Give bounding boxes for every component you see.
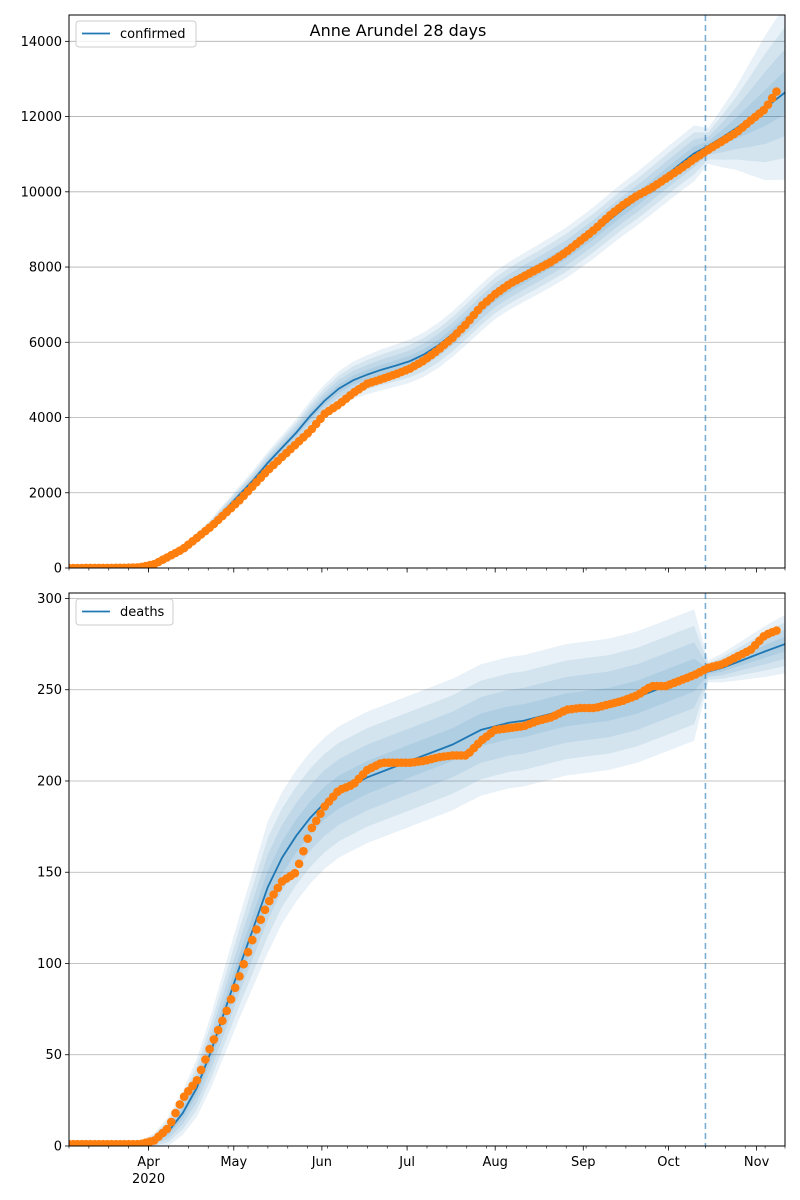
deaths-observed-point xyxy=(265,896,274,906)
deaths-observed-point xyxy=(171,1108,180,1118)
deaths-x-axis: Apr 2020 May Jun Jul Aug Sep Oct Nov xyxy=(68,1146,786,1187)
deaths-observed-point xyxy=(256,915,266,924)
deaths-observed-point xyxy=(162,1124,172,1134)
confirmed-observed-point xyxy=(767,93,777,103)
deaths-band-3 xyxy=(69,622,785,1146)
deaths-observed-point xyxy=(252,925,261,934)
chart-title: Anne Arundel 28 days xyxy=(310,21,487,40)
confirmed-y-tick-label: 4000 xyxy=(29,411,62,426)
x-tick-year-label: 2020 xyxy=(132,1172,165,1187)
x-tick-label: Apr xyxy=(137,1155,160,1170)
deaths-y-tick-label: 150 xyxy=(37,866,62,881)
deaths-observed-point xyxy=(201,1055,210,1064)
deaths-observed-points xyxy=(69,626,781,1146)
deaths-observed-point xyxy=(294,859,304,869)
deaths-legend-box xyxy=(75,598,174,626)
deaths-y-tick-label: 200 xyxy=(37,774,62,789)
confirmed-y-tick-label: 14000 xyxy=(21,35,62,50)
confirmed-x-axis xyxy=(68,568,786,573)
deaths-observed-point xyxy=(299,846,308,856)
confirmed-y-tick-label: 6000 xyxy=(29,336,62,351)
x-tick-label: Jul xyxy=(398,1155,415,1170)
x-tick-label: Aug xyxy=(482,1155,507,1170)
deaths-y-tick-label: 300 xyxy=(37,592,62,607)
confirmed-axes-frame xyxy=(68,14,786,569)
confirmed-y-tick-label: 2000 xyxy=(29,486,62,501)
deaths-observed-point xyxy=(209,1035,219,1044)
deaths-observed-point xyxy=(167,1117,176,1127)
deaths-legend-label: deaths xyxy=(120,605,165,620)
deaths-observed-point xyxy=(273,883,283,893)
deaths-panel: 0 50 100 150 200 250 300 Apr 2020 May Jun Jul Aug Se… xyxy=(37,592,786,1187)
deaths-observed-point xyxy=(239,959,248,969)
x-tick-label: Sep xyxy=(571,1155,596,1170)
x-tick-label: Nov xyxy=(744,1155,770,1170)
deaths-y-tick-label: 50 xyxy=(45,1048,62,1063)
deaths-band-1 xyxy=(69,636,785,1146)
deaths-observed-point xyxy=(235,972,244,981)
confirmed-legend-label: confirmed xyxy=(120,27,186,42)
deaths-observed-point xyxy=(226,995,236,1004)
x-tick-label: Jun xyxy=(311,1155,332,1170)
confirmed-y-tick-label: 12000 xyxy=(21,110,62,125)
deaths-observed-point xyxy=(243,947,253,957)
deaths-observed-point xyxy=(260,905,270,915)
confirmed-legend-box xyxy=(75,20,197,48)
deaths-observed-point xyxy=(218,1016,227,1026)
deaths-y-tick-label: 100 xyxy=(37,957,62,972)
deaths-y-tick-label: 0 xyxy=(54,1140,62,1155)
confirmed-y-tick-label: 10000 xyxy=(21,185,62,200)
deaths-observed-point xyxy=(175,1100,185,1109)
deaths-band-2 xyxy=(69,629,785,1146)
deaths-observed-point xyxy=(290,868,300,878)
deaths-observed-point xyxy=(230,983,240,993)
deaths-observed-point xyxy=(205,1044,214,1054)
deaths-band-4 xyxy=(69,609,785,1146)
deaths-observed-point xyxy=(248,935,257,945)
deaths-observed-point xyxy=(269,890,278,899)
deaths-observed-point xyxy=(311,816,321,826)
deaths-observed-point xyxy=(307,823,317,833)
deaths-y-tick-label: 250 xyxy=(37,683,62,698)
deaths-axes-frame xyxy=(68,592,786,1147)
deaths-observed-point xyxy=(316,809,325,818)
confirmed-y-tick-label: 8000 xyxy=(29,261,62,276)
deaths-observed-point xyxy=(196,1065,206,1075)
confirmed-y-axis: 0 2000 4000 6000 8000 10000 12000 14000 xyxy=(21,35,69,577)
deaths-observed-point xyxy=(192,1076,202,1085)
confirmed-y-tick-label: 0 xyxy=(54,562,62,577)
deaths-legend: deaths xyxy=(75,598,174,626)
deaths-observed-point xyxy=(772,626,781,635)
deaths-observed-point xyxy=(303,834,313,843)
confirmed-plot-area xyxy=(69,15,785,568)
deaths-observed-point xyxy=(213,1025,223,1035)
confirmed-observed-point xyxy=(772,87,781,96)
confirmed-panel: 0 2000 4000 6000 8000 10000 12000 14000 Anne Ar… xyxy=(21,14,786,577)
confirmed-legend: confirmed xyxy=(75,20,197,48)
deaths-uncertainty-bands xyxy=(69,609,785,1146)
confirmed-observed-point xyxy=(763,100,773,109)
confirmed-observed-points xyxy=(69,87,781,568)
deaths-y-axis: 0 50 100 150 200 250 300 xyxy=(37,592,69,1155)
deaths-observed-point xyxy=(222,1006,231,1016)
x-tick-label: May xyxy=(220,1155,247,1170)
x-tick-label: Oct xyxy=(657,1155,679,1170)
